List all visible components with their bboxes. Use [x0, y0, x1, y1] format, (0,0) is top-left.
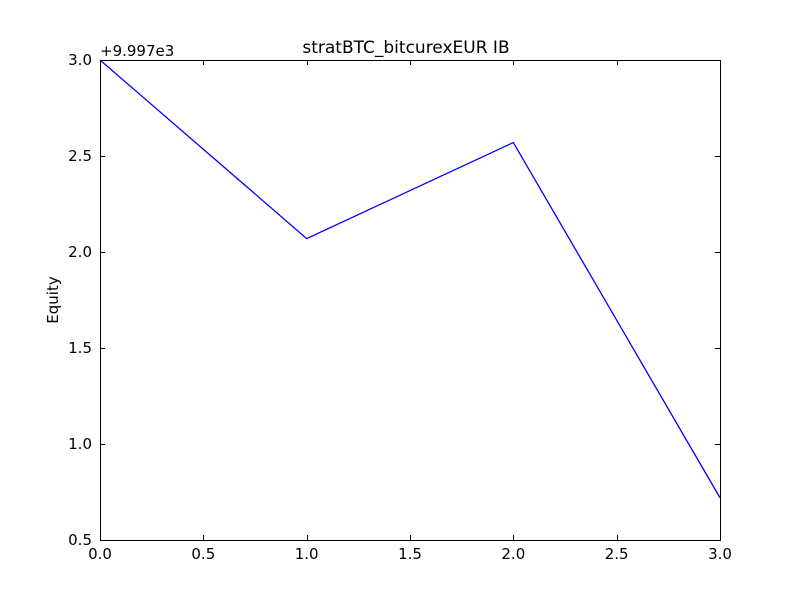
y-tick-label: 1.5 — [68, 339, 92, 357]
axis-ticks: 0.0 0.5 1.0 1.5 2.0 2.5 3.00.51.01.52.02.53.0 — [68, 51, 732, 563]
x-tick-label: 2.5 — [605, 545, 629, 563]
y-tick-label: 1.0 — [68, 435, 92, 453]
x-tick-label: 2.0 — [501, 545, 525, 563]
x-tick-label: 3.0 — [708, 545, 732, 563]
plot-frame — [100, 60, 721, 541]
y-axis-label: Equity — [44, 276, 62, 324]
series-line — [99, 59, 721, 499]
y-tick-label: 2.5 — [68, 147, 92, 165]
x-tick-label: 1.0 — [295, 545, 319, 563]
y-tick-label: 2.0 — [68, 243, 92, 261]
series-layer — [99, 59, 721, 499]
x-tick-label: 1.5 — [398, 545, 422, 563]
y-tick-label: 0.5 — [68, 531, 92, 549]
x-tick-label: 0.0 — [88, 545, 112, 563]
x-tick-label: 0.5 — [191, 545, 215, 563]
y-tick-label: 3.0 — [68, 51, 92, 69]
chart-title: stratBTC_bitcurexEUR IB — [302, 38, 509, 58]
y-axis-offset-label: +9.997e3 — [100, 42, 174, 60]
